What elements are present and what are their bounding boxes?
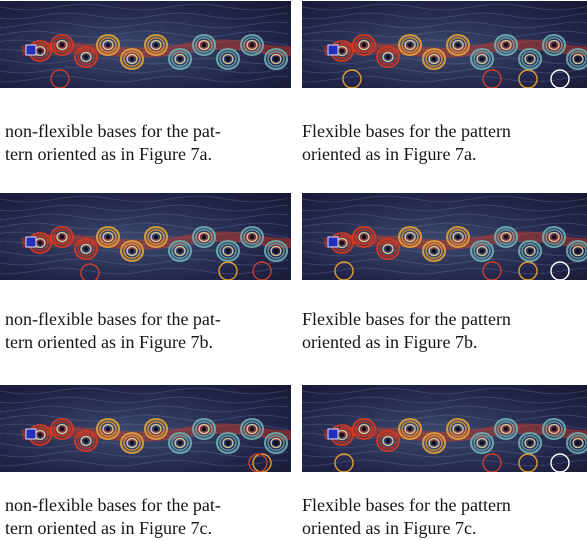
caption-7a-nonflexible: non-flexible bases for the pat- tern ori… — [5, 120, 305, 166]
caption-line: oriented as in Figure 7a. — [302, 144, 477, 164]
basis-circle — [252, 261, 272, 280]
basis-circle — [518, 261, 538, 280]
caption-line: non-flexible bases for the pat- — [5, 309, 221, 329]
flow-visualization-7b-nonflexible — [0, 193, 291, 280]
flow-visualization-7c-nonflexible — [0, 385, 291, 472]
caption-7b-nonflexible: non-flexible bases for the pat- tern ori… — [5, 308, 305, 354]
caption-line: non-flexible bases for the pat- — [5, 121, 221, 141]
caption-line: Flexible bases for the pattern — [302, 309, 511, 329]
basis-circle — [518, 69, 538, 88]
flow-visualization-7c-flexible — [302, 385, 587, 472]
basis-circle — [550, 261, 570, 280]
basis-circle — [80, 263, 100, 280]
caption-line: tern oriented as in Figure 7a. — [5, 144, 212, 164]
flow-visualization-7b-flexible — [302, 193, 587, 280]
basis-circle — [550, 453, 570, 472]
caption-7b-flexible: Flexible bases for the pattern oriented … — [302, 308, 587, 354]
basis-circle — [252, 453, 272, 472]
basis-circle — [482, 261, 502, 280]
basis-circle — [342, 69, 362, 88]
basis-circle — [482, 453, 502, 472]
caption-line: Flexible bases for the pattern — [302, 121, 511, 141]
flow-visualization-7a-flexible — [302, 1, 587, 88]
basis-circle — [550, 69, 570, 88]
caption-line: Flexible bases for the pattern — [302, 495, 511, 515]
caption-7c-flexible: Flexible bases for the pattern oriented … — [302, 494, 587, 540]
caption-line: oriented as in Figure 7b. — [302, 332, 478, 352]
basis-circle — [334, 261, 354, 280]
caption-line: tern oriented as in Figure 7b. — [5, 332, 213, 352]
basis-circle — [334, 453, 354, 472]
caption-line: non-flexible bases for the pat- — [5, 495, 221, 515]
basis-circle — [248, 453, 268, 472]
caption-7a-flexible: Flexible bases for the pattern oriented … — [302, 120, 587, 166]
caption-line: oriented as in Figure 7c. — [302, 518, 477, 538]
caption-line: tern oriented as in Figure 7c. — [5, 518, 212, 538]
basis-circle — [482, 69, 502, 88]
basis-circle — [218, 261, 238, 280]
caption-7c-nonflexible: non-flexible bases for the pat- tern ori… — [5, 494, 305, 540]
basis-circle — [50, 69, 70, 88]
basis-circle — [518, 453, 538, 472]
flow-visualization-7a-nonflexible — [0, 1, 291, 88]
